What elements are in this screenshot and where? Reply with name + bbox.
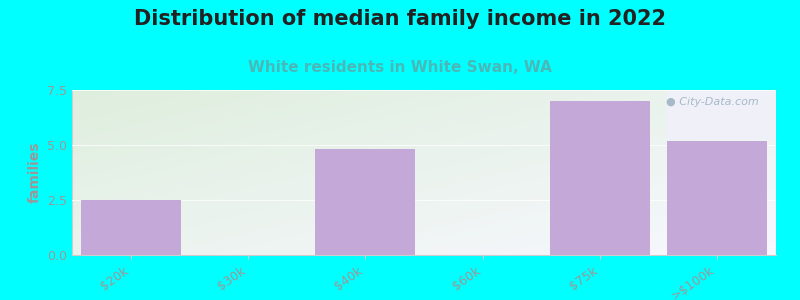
Bar xyxy=(667,141,767,255)
Text: ● City-Data.com: ● City-Data.com xyxy=(666,97,758,106)
Bar xyxy=(550,101,650,255)
Bar xyxy=(81,200,181,255)
Text: Distribution of median family income in 2022: Distribution of median family income in … xyxy=(134,9,666,29)
Y-axis label: families: families xyxy=(27,142,42,203)
Bar xyxy=(667,90,778,140)
Text: White residents in White Swan, WA: White residents in White Swan, WA xyxy=(248,60,552,75)
Bar xyxy=(315,149,415,255)
